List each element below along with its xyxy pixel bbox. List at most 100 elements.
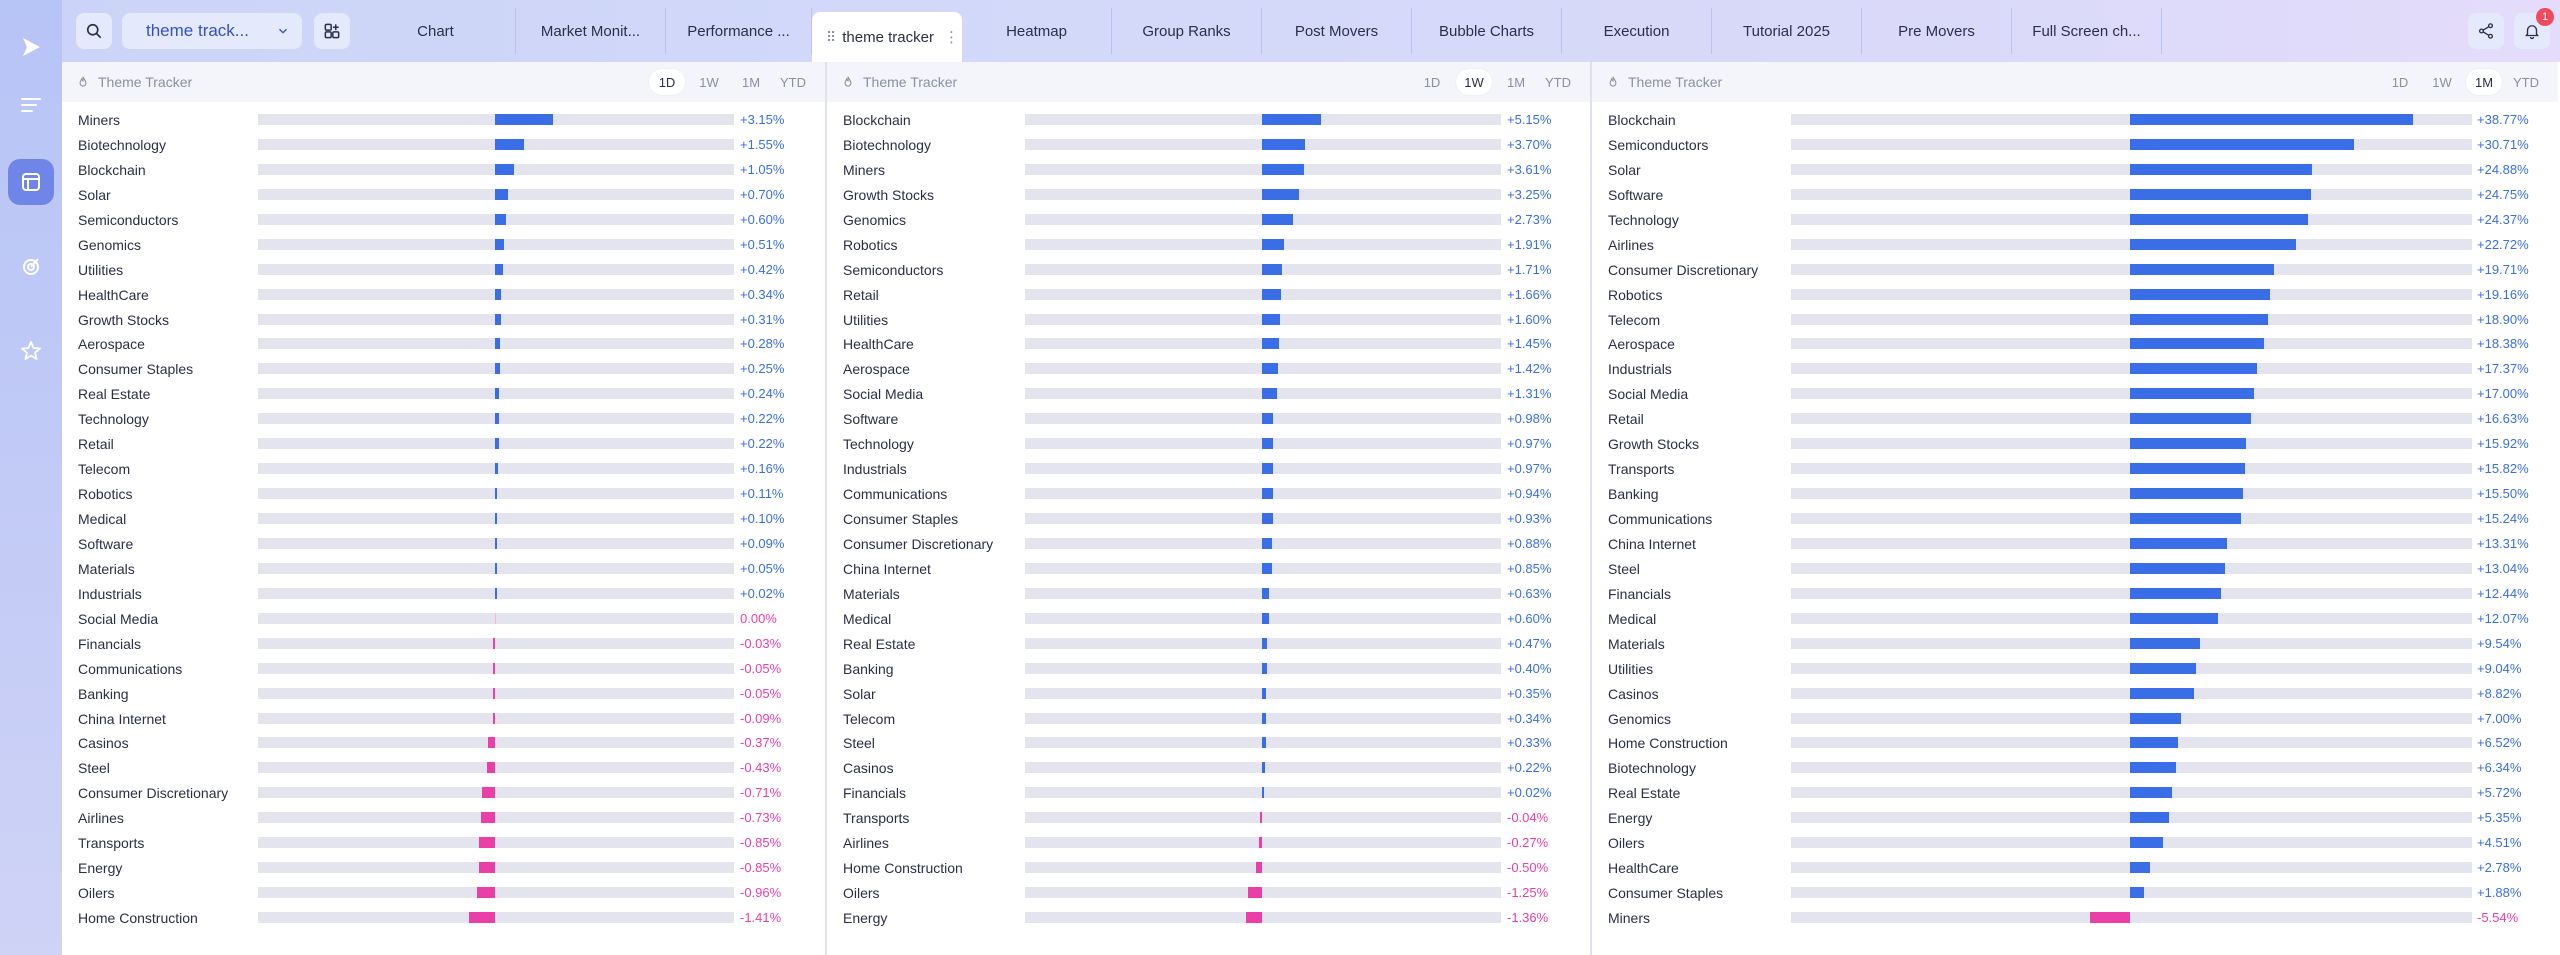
theme-row[interactable]: Casinos -0.37%	[62, 730, 825, 755]
theme-row[interactable]: Genomics +7.00%	[1592, 706, 2558, 731]
theme-row[interactable]: Technology +24.37%	[1592, 207, 2558, 232]
add-widget-button[interactable]	[314, 13, 350, 49]
theme-row[interactable]: Transports -0.04%	[827, 805, 1590, 830]
layout-selector[interactable]: theme track...	[122, 13, 302, 49]
theme-row[interactable]: Home Construction +6.52%	[1592, 730, 2558, 755]
theme-row[interactable]: Oilers -0.96%	[62, 880, 825, 905]
theme-row[interactable]: Communications +15.24%	[1592, 506, 2558, 531]
theme-row[interactable]: Miners +3.61%	[827, 157, 1590, 182]
theme-row[interactable]: Solar +0.35%	[827, 681, 1590, 706]
theme-row[interactable]: Industrials +0.02%	[62, 581, 825, 606]
theme-row[interactable]: China Internet +0.85%	[827, 556, 1590, 581]
theme-row[interactable]: Airlines -0.73%	[62, 805, 825, 830]
theme-row[interactable]: Semiconductors +30.71%	[1592, 132, 2558, 157]
theme-row[interactable]: Robotics +19.16%	[1592, 282, 2558, 307]
theme-row[interactable]: Solar +0.70%	[62, 182, 825, 207]
theme-row[interactable]: Telecom +0.16%	[62, 456, 825, 481]
theme-row[interactable]: Retail +16.63%	[1592, 406, 2558, 431]
notifications-button[interactable]: 1	[2514, 8, 2554, 49]
theme-row[interactable]: HealthCare +0.34%	[62, 282, 825, 307]
theme-row[interactable]: Home Construction -0.50%	[827, 855, 1590, 880]
theme-row[interactable]: Home Construction -1.41%	[62, 905, 825, 930]
theme-row[interactable]: Airlines -0.27%	[827, 830, 1590, 855]
theme-row[interactable]: Medical +0.60%	[827, 606, 1590, 631]
search-button[interactable]	[76, 13, 112, 49]
theme-row[interactable]: Financials -0.03%	[62, 631, 825, 656]
theme-row[interactable]: Materials +9.54%	[1592, 631, 2558, 656]
theme-row[interactable]: Materials +0.05%	[62, 556, 825, 581]
theme-row[interactable]: Technology +0.22%	[62, 406, 825, 431]
period-button-1d[interactable]: 1D	[649, 69, 685, 95]
theme-row[interactable]: Consumer Staples +1.88%	[1592, 880, 2558, 905]
theme-row[interactable]: Casinos +8.82%	[1592, 681, 2558, 706]
tab-full-screen-ch[interactable]: Full Screen ch...	[2012, 8, 2162, 54]
theme-row[interactable]: Utilities +9.04%	[1592, 656, 2558, 681]
theme-row[interactable]: Biotechnology +1.55%	[62, 132, 825, 157]
tab-execution[interactable]: Execution	[1562, 8, 1712, 54]
period-button-1w[interactable]: 1W	[699, 74, 719, 90]
period-button-1d[interactable]: 1D	[1423, 74, 1441, 90]
theme-row[interactable]: Growth Stocks +15.92%	[1592, 431, 2558, 456]
theme-row[interactable]: Software +24.75%	[1592, 182, 2558, 207]
theme-row[interactable]: Utilities +0.42%	[62, 257, 825, 282]
theme-row[interactable]: Genomics +0.51%	[62, 232, 825, 257]
theme-row[interactable]: Social Media +1.31%	[827, 381, 1590, 406]
period-button-1m[interactable]: 1M	[2466, 69, 2502, 95]
theme-row[interactable]: Real Estate +5.72%	[1592, 780, 2558, 805]
theme-row[interactable]: HealthCare +1.45%	[827, 331, 1590, 356]
theme-row[interactable]: Technology +0.97%	[827, 431, 1590, 456]
theme-row[interactable]: Airlines +22.72%	[1592, 232, 2558, 257]
theme-row[interactable]: China Internet -0.09%	[62, 706, 825, 731]
menu-lines-icon[interactable]	[8, 82, 54, 128]
theme-row[interactable]: Semiconductors +1.71%	[827, 257, 1590, 282]
theme-row[interactable]: Medical +12.07%	[1592, 606, 2558, 631]
theme-row[interactable]: Communications +0.94%	[827, 481, 1590, 506]
theme-row[interactable]: Telecom +0.34%	[827, 706, 1590, 731]
period-button-ytd[interactable]: YTD	[1545, 74, 1571, 90]
theme-row[interactable]: Real Estate +0.47%	[827, 631, 1590, 656]
tab-post-movers[interactable]: Post Movers	[1262, 8, 1412, 54]
theme-row[interactable]: Banking +15.50%	[1592, 481, 2558, 506]
period-button-1m[interactable]: 1M	[741, 74, 761, 90]
theme-row[interactable]: Industrials +0.97%	[827, 456, 1590, 481]
theme-row[interactable]: Industrials +17.37%	[1592, 356, 2558, 381]
share-button[interactable]	[2468, 13, 2504, 49]
theme-row[interactable]: Blockchain +5.15%	[827, 107, 1590, 132]
theme-row[interactable]: Social Media 0.00%	[62, 606, 825, 631]
theme-row[interactable]: Miners +3.15%	[62, 107, 825, 132]
theme-row[interactable]: Genomics +2.73%	[827, 207, 1590, 232]
theme-row[interactable]: Robotics +1.91%	[827, 232, 1590, 257]
tab-menu-icon[interactable]: ⋮	[943, 29, 959, 46]
theme-row[interactable]: Energy +5.35%	[1592, 805, 2558, 830]
tab-market-monit[interactable]: Market Monit...	[516, 8, 666, 54]
theme-row[interactable]: Social Media +17.00%	[1592, 381, 2558, 406]
theme-row[interactable]: Consumer Discretionary +0.88%	[827, 531, 1590, 556]
theme-row[interactable]: Software +0.09%	[62, 531, 825, 556]
period-button-1w[interactable]: 1W	[2432, 74, 2452, 90]
theme-row[interactable]: Consumer Staples +0.93%	[827, 506, 1590, 531]
theme-row[interactable]: Consumer Discretionary +19.71%	[1592, 257, 2558, 282]
period-button-ytd[interactable]: YTD	[2513, 74, 2539, 90]
theme-row[interactable]: Miners -5.54%	[1592, 905, 2558, 930]
theme-row[interactable]: Robotics +0.11%	[62, 481, 825, 506]
theme-row[interactable]: Financials +12.44%	[1592, 581, 2558, 606]
theme-row[interactable]: Steel +13.04%	[1592, 556, 2558, 581]
theme-row[interactable]: Energy -0.85%	[62, 855, 825, 880]
layout-icon[interactable]	[8, 159, 54, 205]
theme-row[interactable]: Solar +24.88%	[1592, 157, 2558, 182]
period-button-ytd[interactable]: YTD	[780, 74, 806, 90]
period-button-1m[interactable]: 1M	[1506, 74, 1526, 90]
theme-row[interactable]: Aerospace +18.38%	[1592, 331, 2558, 356]
theme-row[interactable]: Energy -1.36%	[827, 905, 1590, 930]
theme-row[interactable]: Medical +0.10%	[62, 506, 825, 531]
theme-row[interactable]: Consumer Staples +0.25%	[62, 356, 825, 381]
theme-row[interactable]: Growth Stocks +0.31%	[62, 307, 825, 332]
theme-row[interactable]: Aerospace +0.28%	[62, 331, 825, 356]
tab-pre-movers[interactable]: Pre Movers	[1862, 8, 2012, 54]
theme-row[interactable]: Steel -0.43%	[62, 755, 825, 780]
theme-row[interactable]: Utilities +1.60%	[827, 307, 1590, 332]
theme-row[interactable]: Banking -0.05%	[62, 681, 825, 706]
star-icon[interactable]	[8, 328, 54, 374]
theme-row[interactable]: Transports +15.82%	[1592, 456, 2558, 481]
period-button-1w[interactable]: 1W	[1456, 69, 1492, 95]
